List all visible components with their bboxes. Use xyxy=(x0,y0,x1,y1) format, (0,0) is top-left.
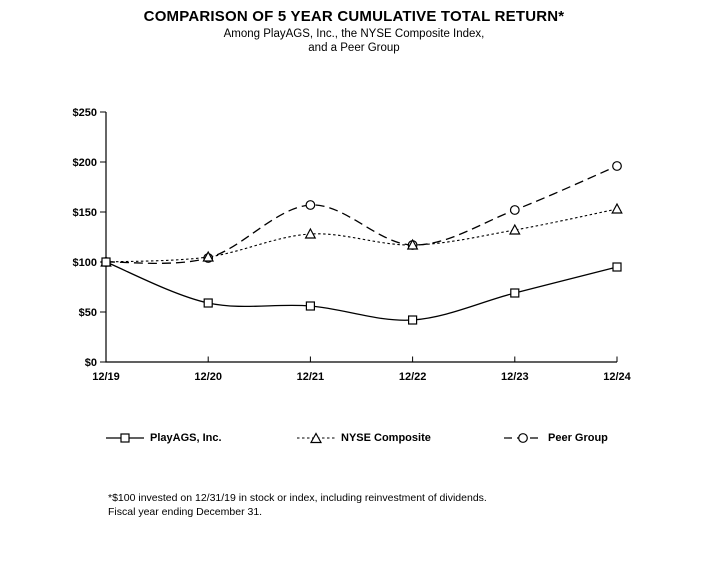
x-tick-label: 12/19 xyxy=(92,371,120,383)
dashed-line-circle-marker-icon xyxy=(504,433,542,443)
nyse-composite-marker-12-21 xyxy=(304,227,317,239)
peer-group-marker-12-24 xyxy=(612,161,622,171)
playags-inc-marker-12-24 xyxy=(612,262,622,272)
playags-inc-marker-12-23 xyxy=(510,288,520,298)
peer-group-marker-12-21 xyxy=(305,200,316,210)
y-tick-label: $250 xyxy=(73,107,97,119)
legend-label-peer-group: Peer Group xyxy=(548,432,608,444)
y-tick-label: $200 xyxy=(73,157,97,169)
y-tick-label: $100 xyxy=(73,257,97,269)
peer-group-line xyxy=(105,165,618,264)
nyse-composite-marker-12-20 xyxy=(202,250,214,262)
nyse-composite-marker-12-24 xyxy=(611,202,623,214)
peer-group-marker-12-23 xyxy=(509,205,520,215)
playags-inc-marker-12-20 xyxy=(203,298,213,308)
footnote-line2: Fiscal year ending December 31. xyxy=(108,506,263,518)
legend-label-nyse-composite: NYSE Composite xyxy=(341,432,431,444)
x-tick-label: 12/24 xyxy=(603,371,631,383)
legend-label-playags: PlayAGS, Inc. xyxy=(150,432,222,444)
nyse-composite-marker-12-23 xyxy=(509,223,521,235)
nyse-composite-marker-12-22 xyxy=(406,238,419,250)
playags-inc-marker-12-19 xyxy=(101,257,111,267)
solid-line-square-marker-icon xyxy=(106,433,144,443)
chart-subtitle-line2: and a Peer Group xyxy=(308,42,400,54)
playags-inc-marker-12-21 xyxy=(305,301,315,311)
footnote-line1: *$100 invested on 12/31/19 in stock or i… xyxy=(108,492,487,504)
dotted-line-triangle-marker-icon xyxy=(297,432,335,444)
x-tick-label: 12/22 xyxy=(399,371,427,383)
x-tick-label: 12/20 xyxy=(194,371,222,383)
axes xyxy=(105,112,617,363)
nyse-composite-line xyxy=(105,208,618,263)
legend-item-nyse-composite: NYSE Composite xyxy=(297,432,431,444)
y-tick-label: $50 xyxy=(79,307,97,319)
chart-legend: PlayAGS, Inc. NYSE Composite Peer Group xyxy=(0,432,708,448)
legend-item-peer-group: Peer Group xyxy=(504,432,608,444)
y-tick-label: $150 xyxy=(73,207,97,219)
playags-inc-line xyxy=(105,261,618,321)
chart-title: COMPARISON OF 5 YEAR CUMULATIVE TOTAL RE… xyxy=(143,8,565,25)
chart-subtitle-line1: Among PlayAGS, Inc., the NYSE Composite … xyxy=(223,28,485,40)
playags-inc-marker-12-22 xyxy=(408,315,418,325)
y-tick-label: $0 xyxy=(85,357,97,369)
x-tick-label: 12/23 xyxy=(501,371,529,383)
legend-item-playags: PlayAGS, Inc. xyxy=(106,432,222,444)
cumulative-return-chart: $0 $50 $100 $150 $200 $250 12/19 12/20 12/21 12/2… xyxy=(73,107,632,383)
x-tick-label: 12/21 xyxy=(297,371,325,383)
